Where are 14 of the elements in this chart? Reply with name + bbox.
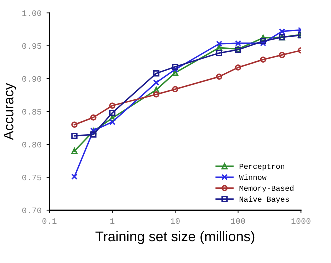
x-tick-label: 1000 — [292, 218, 311, 224]
y-tick-label: 0.95 — [22, 43, 42, 50]
x-tick-label: 0.1 — [42, 218, 57, 224]
y-tick-label: 0.80 — [22, 142, 42, 148]
y-tick-label: 0.75 — [22, 174, 42, 181]
x-axis-title: Training set size (millions) — [96, 231, 255, 244]
x-tick-label: 10 — [171, 218, 180, 224]
y-tick-label: 0.70 — [22, 208, 42, 214]
x-tick-label: 100 — [231, 218, 246, 224]
y-axis-title: Accuracy — [4, 83, 16, 140]
y-tick-label: 0.85 — [22, 109, 42, 115]
y-tick-label: 0.90 — [22, 76, 42, 82]
x-tick-label: 1 — [110, 218, 115, 224]
y-tick-label: 1.00 — [22, 10, 42, 16]
